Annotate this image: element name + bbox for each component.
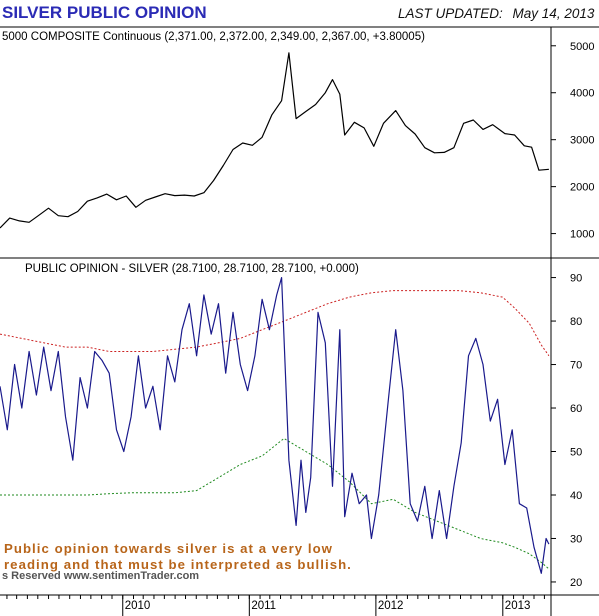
- top-panel-title: 5000 COMPOSITE Continuous (2,371.00, 2,3…: [2, 31, 425, 43]
- silver-price-line: [0, 52, 549, 229]
- x-tick-label: 2012: [378, 600, 404, 612]
- copyright-footer: s Reserved www.sentimenTrader.com: [2, 570, 200, 582]
- bottom-y-tick-label: 90: [570, 273, 582, 285]
- public-opinion-line: [0, 277, 550, 574]
- top-y-tick-label: 1000: [570, 229, 594, 241]
- annotation-line-1: Public opinion towards silver is at a ve…: [4, 541, 333, 556]
- bottom-y-tick-label: 40: [570, 490, 582, 502]
- top-y-tick-label: 2000: [570, 182, 594, 194]
- last-updated-label: LAST UPDATED:: [398, 6, 503, 21]
- bottom-y-tick-label: 60: [570, 403, 582, 415]
- x-tick-label: 2010: [125, 600, 151, 612]
- bottom-panel-title: PUBLIC OPINION - SILVER (28.7100, 28.710…: [25, 263, 359, 275]
- top-y-tick-label: 3000: [570, 135, 594, 147]
- bottom-y-tick-label: 50: [570, 447, 582, 459]
- upper-band-line: [0, 290, 550, 357]
- last-updated: LAST UPDATED: May 14, 2013: [398, 6, 599, 21]
- x-tick-label: 2013: [505, 600, 531, 612]
- bottom-y-tick-label: 20: [570, 577, 582, 589]
- bottom-y-tick-label: 30: [570, 533, 582, 545]
- annotation-line-2: reading and that must be interpreted as …: [4, 557, 352, 572]
- last-updated-date: May 14, 2013: [512, 6, 595, 21]
- bottom-y-tick-label: 80: [570, 316, 582, 328]
- top-y-tick-label: 5000: [570, 41, 594, 53]
- bottom-y-tick-label: 70: [570, 360, 582, 372]
- top-y-tick-label: 4000: [570, 88, 594, 100]
- x-tick-label: 2011: [251, 600, 276, 612]
- page-title: SILVER PUBLIC OPINION: [2, 3, 207, 22]
